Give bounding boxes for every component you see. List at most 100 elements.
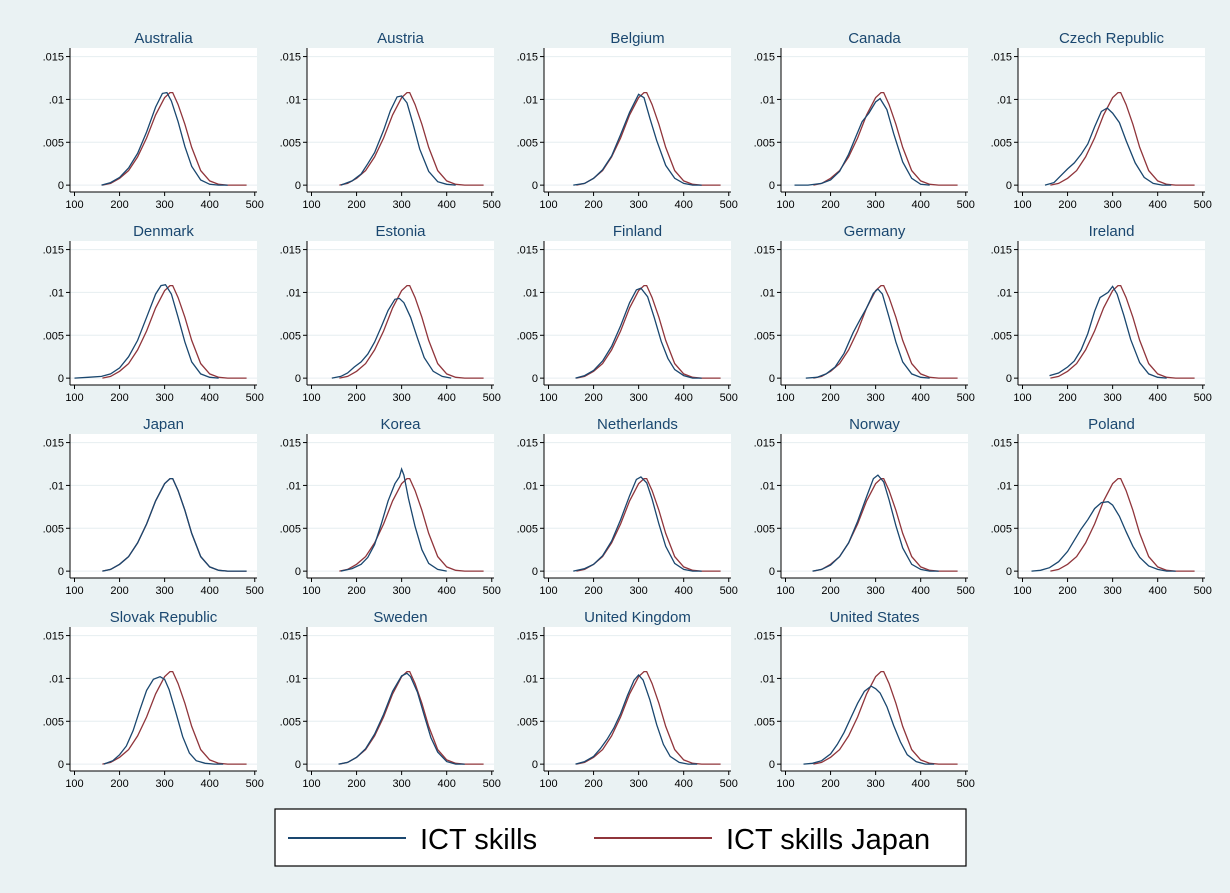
series-line-ict-skills-japan — [1050, 284, 1195, 379]
x-tick-label: 200 — [584, 392, 602, 404]
y-tick-label: .01 — [49, 673, 64, 685]
x-tick-label: 400 — [912, 585, 930, 597]
series-line-ict-skills-japan — [339, 91, 484, 186]
x-tick-label: 200 — [821, 585, 839, 597]
x-tick-label: 500 — [483, 199, 501, 211]
y-tick-label: .005 — [280, 716, 301, 728]
panel-finland: Finland 0 .005 .01 .015 100 200 300 400 500 — [517, 223, 738, 404]
x-tick-label: 500 — [957, 392, 975, 404]
y-tick-label: 0 — [1006, 180, 1012, 192]
y-tick-label: .005 — [517, 716, 538, 728]
x-tick-label: 500 — [1194, 199, 1212, 211]
series-line-ict-skills — [103, 675, 224, 765]
y-tick-label: 0 — [1006, 373, 1012, 385]
y-tick-label: .005 — [43, 137, 64, 149]
x-tick-label: 200 — [347, 199, 365, 211]
y-tick-label: 0 — [532, 566, 538, 578]
x-tick-label: 300 — [155, 585, 173, 597]
series-line-ict-skills — [805, 288, 930, 379]
x-tick-label: 100 — [776, 585, 794, 597]
panel-australia: Australia 0 .005 .01 .015 100 200 300 400 500 — [43, 30, 264, 211]
panel-czech-republic: Czech Republic 0 .005 .01 .015 100 200 300 400 50… — [991, 30, 1212, 211]
series-line-ict-skills — [331, 297, 452, 379]
x-tick-label: 400 — [1149, 392, 1167, 404]
x-tick-label: 500 — [246, 199, 264, 211]
x-tick-label: 100 — [539, 199, 557, 211]
series-line-ict-skills-japan — [576, 477, 721, 572]
series-line-ict-skills — [340, 95, 456, 186]
y-tick-label: 0 — [532, 759, 538, 771]
legend: ICT skills ICT skills Japan — [274, 808, 967, 867]
plot-area-australia — [70, 48, 257, 192]
x-tick-label: 500 — [957, 778, 975, 790]
y-tick-label: .015 — [43, 438, 64, 450]
plot-area-sweden — [307, 627, 494, 771]
y-tick-label: .01 — [286, 480, 301, 492]
x-tick-label: 100 — [1013, 392, 1031, 404]
y-tick-label: 0 — [295, 566, 301, 578]
panel-title-finland: Finland — [613, 223, 662, 240]
y-tick-label: .005 — [43, 330, 64, 342]
x-tick-label: 500 — [246, 778, 264, 790]
x-tick-label: 300 — [155, 392, 173, 404]
x-tick-label: 100 — [302, 392, 320, 404]
series-line-ict-skills — [1044, 107, 1172, 186]
plot-area-poland — [1018, 434, 1205, 578]
series-line-ict-skills-japan — [102, 91, 247, 186]
y-tick-label: 0 — [769, 566, 775, 578]
plot-area-japan — [70, 434, 257, 578]
series-line-ict-skills-japan — [576, 284, 721, 379]
series-line-ict-skills — [803, 685, 935, 765]
x-tick-label: 500 — [720, 585, 738, 597]
x-tick-label: 300 — [866, 778, 884, 790]
x-tick-label: 100 — [65, 199, 83, 211]
series-line-ict-skills-japan — [102, 284, 247, 379]
y-tick-label: .015 — [280, 52, 301, 64]
y-tick-label: .01 — [523, 94, 538, 106]
x-tick-label: 100 — [65, 778, 83, 790]
x-tick-label: 300 — [392, 585, 410, 597]
y-tick-label: 0 — [769, 759, 775, 771]
y-tick-label: .015 — [991, 52, 1012, 64]
series-line-ict-skills — [1031, 501, 1176, 572]
plot-area-estonia — [307, 241, 494, 385]
panel-norway: Norway 0 .005 .01 .015 100 200 300 400 500 — [754, 416, 975, 597]
x-tick-label: 300 — [629, 585, 647, 597]
x-tick-label: 100 — [302, 778, 320, 790]
x-tick-label: 300 — [629, 778, 647, 790]
x-tick-label: 400 — [675, 778, 693, 790]
plot-area-denmark — [70, 241, 257, 385]
y-tick-label: .01 — [286, 287, 301, 299]
y-tick-label: .015 — [43, 631, 64, 643]
plot-area-austria — [307, 48, 494, 192]
y-tick-label: .015 — [754, 245, 775, 257]
y-tick-label: .01 — [523, 673, 538, 685]
plot-area-belgium — [544, 48, 731, 192]
x-tick-label: 500 — [1194, 392, 1212, 404]
plot-area-czech-republic — [1018, 48, 1205, 192]
y-tick-label: .01 — [997, 287, 1012, 299]
x-tick-label: 100 — [776, 199, 794, 211]
legend-label-ict-skills: ICT skills — [420, 824, 537, 856]
y-tick-label: .015 — [991, 245, 1012, 257]
plot-area-korea — [307, 434, 494, 578]
y-tick-label: .015 — [754, 52, 775, 64]
y-tick-label: .01 — [49, 480, 64, 492]
panel-slovak-republic: Slovak Republic 0 .005 .01 .015 100 200 300 400 5… — [43, 609, 264, 790]
x-tick-label: 300 — [629, 392, 647, 404]
x-tick-label: 200 — [584, 778, 602, 790]
y-tick-label: .005 — [43, 523, 64, 535]
panel-title-united-states: United States — [829, 609, 919, 626]
y-tick-label: .01 — [760, 673, 775, 685]
x-tick-label: 400 — [438, 585, 456, 597]
series-line-ict-skills — [575, 674, 698, 765]
x-tick-label: 200 — [821, 199, 839, 211]
x-tick-label: 200 — [821, 392, 839, 404]
series-line-ict-skills-japan — [339, 670, 484, 765]
y-tick-label: .01 — [523, 480, 538, 492]
y-tick-label: .005 — [517, 137, 538, 149]
panel-estonia: Estonia 0 .005 .01 .015 100 200 300 400 500 — [280, 223, 501, 404]
x-tick-label: 400 — [201, 199, 219, 211]
panel-austria: Austria 0 .005 .01 .015 100 200 300 400 500 — [280, 30, 501, 211]
